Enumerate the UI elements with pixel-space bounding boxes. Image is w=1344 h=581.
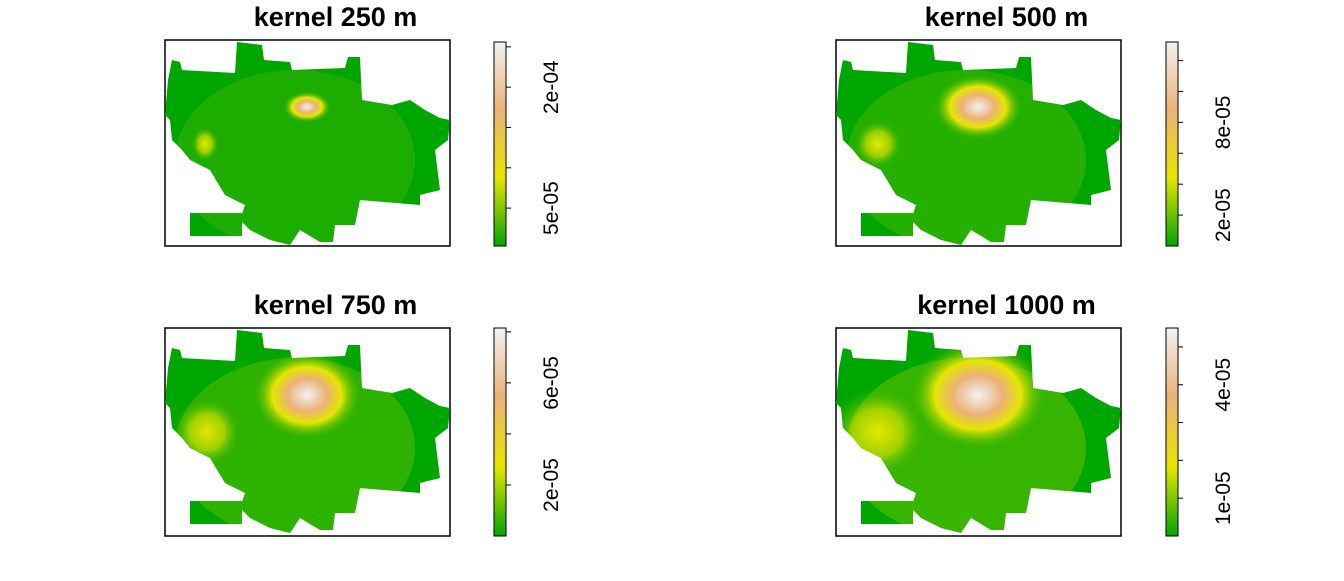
tick-label: 8e-05 [1212, 96, 1235, 150]
colorbar [493, 41, 507, 247]
panel-title: kernel 500 m [925, 2, 1089, 32]
hotspot [281, 90, 333, 124]
tick-label: 5e-05 [540, 181, 563, 235]
tick-label: 2e-04 [540, 60, 563, 114]
tick-label: 1e-05 [1212, 471, 1235, 525]
hotspot [852, 118, 904, 170]
colorbar [493, 327, 507, 537]
panel-title: kernel 250 m [254, 2, 418, 32]
tick-label: 2e-05 [540, 458, 563, 512]
hotspot [249, 348, 365, 442]
hotspot [190, 126, 220, 162]
colorbar [1165, 327, 1179, 537]
tick-label: 4e-05 [1212, 358, 1235, 412]
colorbar [1165, 41, 1179, 247]
tick-label: 2e-05 [1212, 188, 1235, 242]
panel-title: kernel 1000 m [917, 290, 1096, 320]
tick-label: 6e-05 [540, 356, 563, 410]
hotspot [931, 72, 1025, 142]
panel-title: kernel 750 m [254, 290, 418, 320]
hotspot [906, 337, 1050, 453]
